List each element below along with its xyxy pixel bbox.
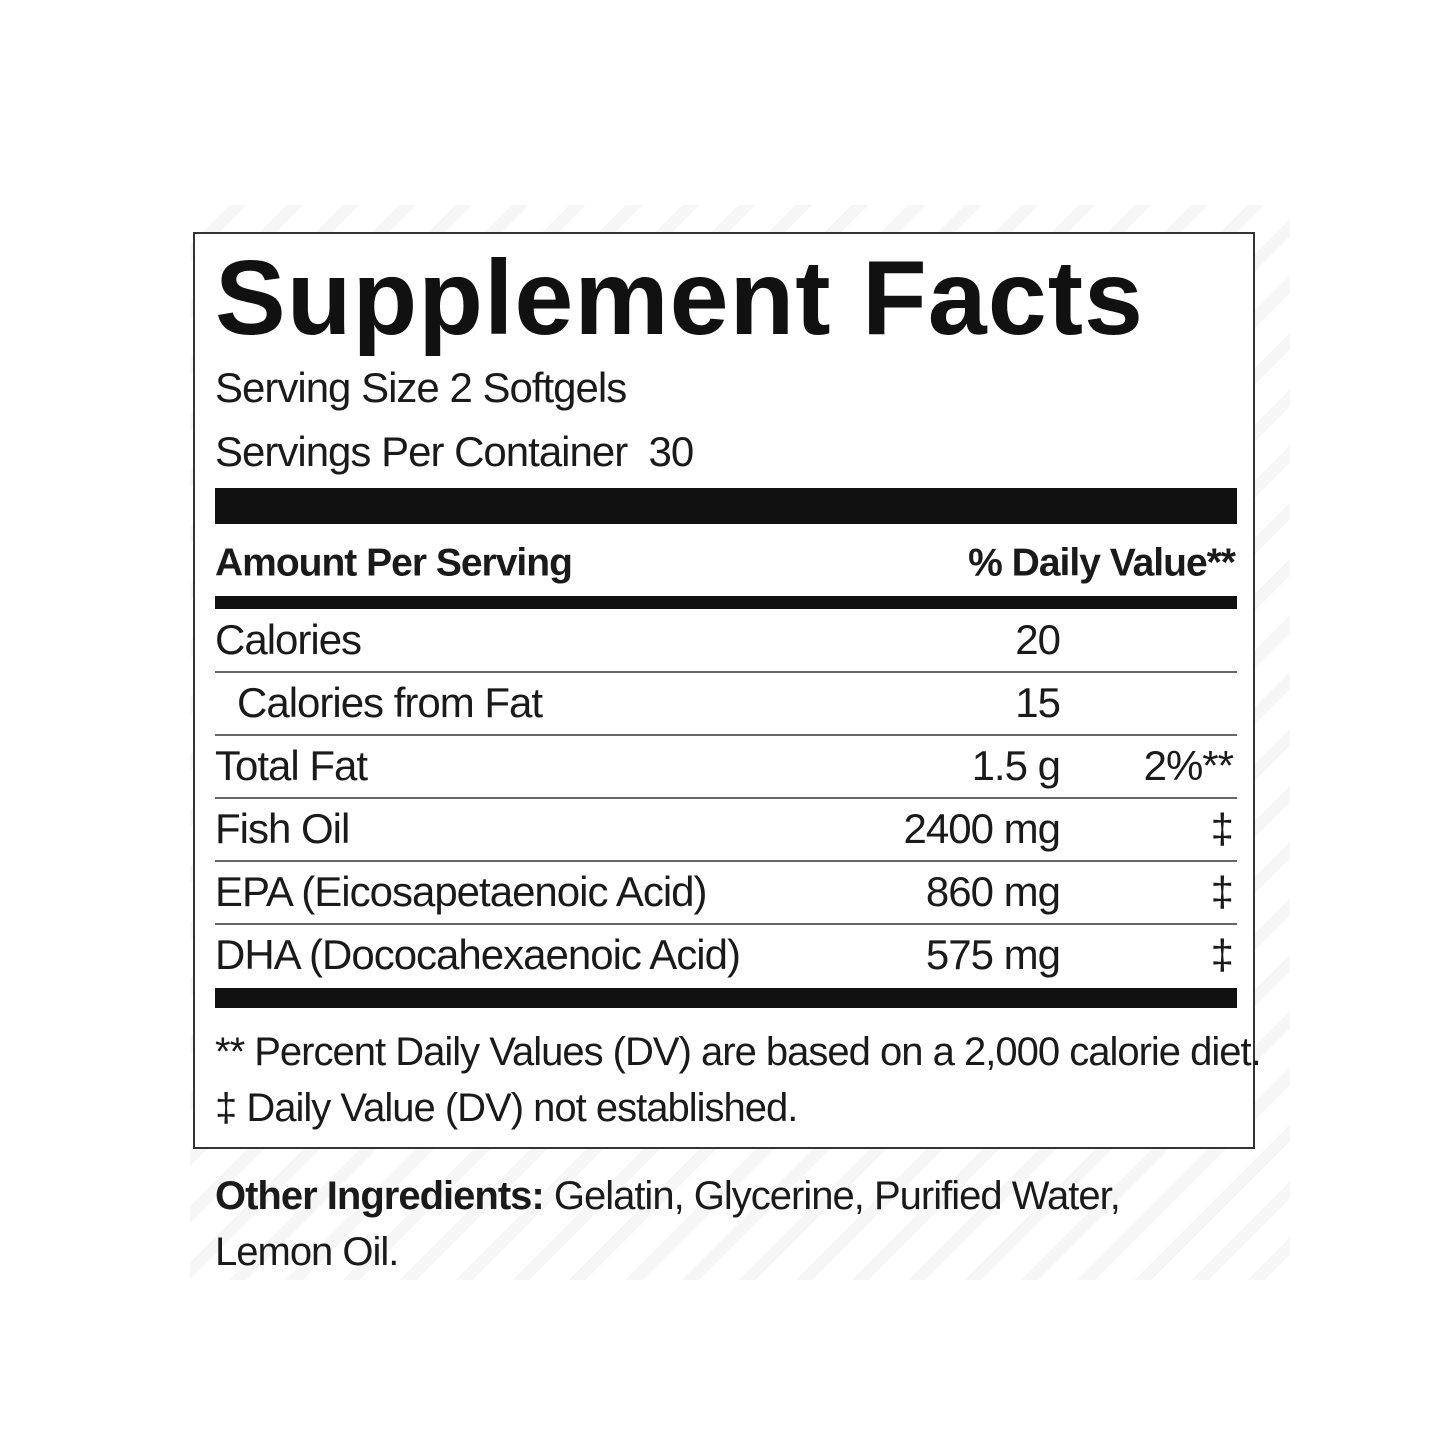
row-divider (215, 671, 1237, 673)
row-amount: 860 mg (925, 868, 1061, 915)
row-name: Fish Oil (215, 805, 350, 852)
thick-bar (215, 488, 1237, 524)
row-name: EPA (Eicosapetaenoic Acid) (215, 868, 708, 915)
row-name: Calories from Fat (237, 679, 543, 726)
medium-bar (215, 596, 1237, 609)
title: Supplement Facts (215, 239, 1144, 357)
other-ingredients-text: Gelatin, Glycerine, Purified Water, (553, 1174, 1121, 1218)
row-name: Calories (215, 616, 362, 663)
row-amount: 1.5 g (971, 742, 1061, 789)
other-ingredients-label: Other Ingredients: (215, 1174, 545, 1218)
row-amount: 15 (1015, 679, 1061, 726)
row-amount: 20 (1015, 616, 1061, 663)
row-name: DHA (Dococahexaenoic Acid) (215, 931, 741, 978)
row-amount: 2400 mg (903, 805, 1061, 852)
other-ingredients-text: Lemon Oil. (215, 1230, 399, 1274)
row-divider (215, 734, 1237, 736)
row-amount: 575 mg (925, 931, 1061, 978)
row-daily-value: 2%** (1143, 742, 1234, 789)
thick-bar (215, 988, 1237, 1008)
serving-size: Serving Size 2 Softgels (215, 364, 627, 411)
row-daily-value: ‡ (1210, 868, 1234, 915)
row-divider (215, 860, 1237, 862)
footnote: ** Percent Daily Values (DV) are based o… (215, 1030, 1262, 1074)
row-divider (215, 797, 1237, 799)
row-daily-value: ‡ (1210, 931, 1234, 978)
row-daily-value: ‡ (1210, 805, 1234, 852)
row-divider (215, 923, 1237, 925)
other-ingredients: Other Ingredients: Gelatin, Glycerine, P… (215, 1174, 1121, 1218)
row-name: Total Fat (215, 742, 368, 789)
footnote: ‡ Daily Value (DV) not established. (215, 1086, 798, 1130)
servings-per-container: Servings Per Container 30 (215, 428, 694, 475)
header-daily-value: % Daily Value** (968, 541, 1236, 585)
header-amount: Amount Per Serving (215, 541, 573, 585)
